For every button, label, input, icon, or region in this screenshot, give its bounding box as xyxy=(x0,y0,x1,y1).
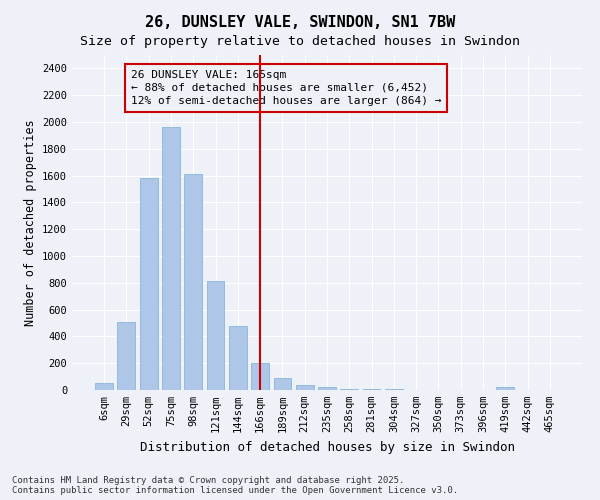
Bar xyxy=(251,363,269,390)
Bar xyxy=(296,384,314,390)
Bar xyxy=(206,282,224,390)
Bar xyxy=(340,388,358,390)
Text: Size of property relative to detached houses in Swindon: Size of property relative to detached ho… xyxy=(80,35,520,48)
Bar xyxy=(496,388,514,390)
Bar xyxy=(118,322,136,390)
Bar xyxy=(229,326,247,390)
Y-axis label: Number of detached properties: Number of detached properties xyxy=(23,119,37,326)
Bar xyxy=(140,178,158,390)
X-axis label: Distribution of detached houses by size in Swindon: Distribution of detached houses by size … xyxy=(139,440,515,454)
Bar xyxy=(274,378,292,390)
Text: 26 DUNSLEY VALE: 165sqm
← 88% of detached houses are smaller (6,452)
12% of semi: 26 DUNSLEY VALE: 165sqm ← 88% of detache… xyxy=(131,70,442,106)
Bar xyxy=(95,384,113,390)
Bar xyxy=(184,174,202,390)
Bar xyxy=(318,388,336,390)
Text: Contains HM Land Registry data © Crown copyright and database right 2025.
Contai: Contains HM Land Registry data © Crown c… xyxy=(12,476,458,495)
Bar xyxy=(162,128,180,390)
Text: 26, DUNSLEY VALE, SWINDON, SN1 7BW: 26, DUNSLEY VALE, SWINDON, SN1 7BW xyxy=(145,15,455,30)
